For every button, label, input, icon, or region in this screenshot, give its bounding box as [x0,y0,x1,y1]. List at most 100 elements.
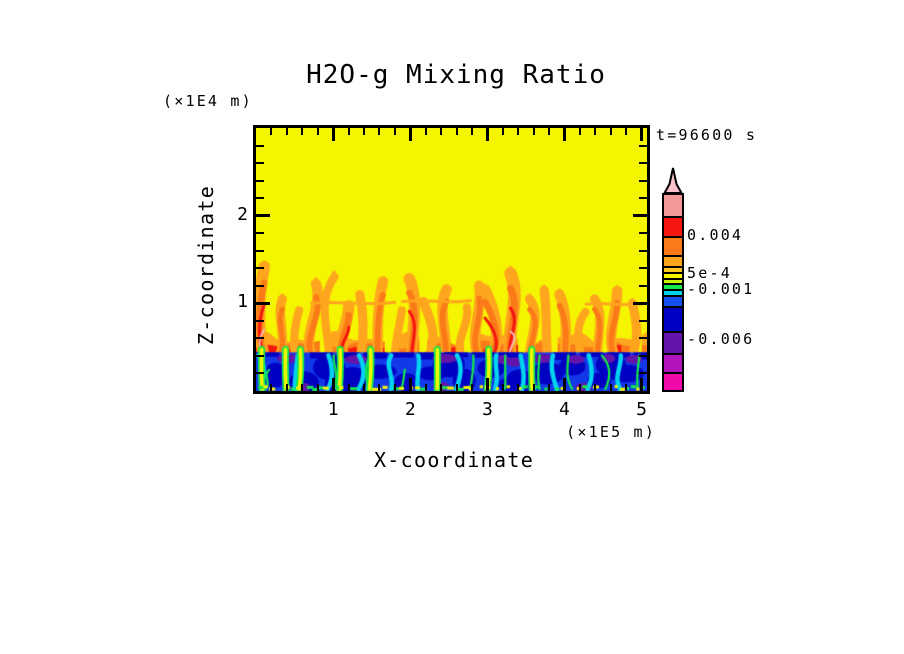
x-tick-top [609,128,612,135]
z-tick-right [639,284,647,287]
x-tick-bottom [393,384,396,391]
x-tick-label: 1 [327,399,339,420]
z-tick-right [639,179,647,182]
z-tick-left [256,162,264,165]
z-tick-label: 1 [237,291,248,313]
x-tick-top [532,128,535,135]
x-tick-top [562,128,566,141]
plot-area: 1 2 3 4 5 1 2 [237,125,650,420]
x-tick-bottom [331,378,335,391]
z-tick-left [256,144,264,147]
x-tick-top [285,128,288,135]
x-tick-bottom [625,384,628,391]
colorbar-segment-amber [664,257,682,268]
x-tick-bottom [316,384,319,391]
z-tick-right [639,162,647,165]
chart-title: H2O-g Mixing Ratio [306,60,606,90]
z-tick-left [256,284,264,287]
x-tick-bottom [424,384,427,391]
z-tick-left [256,249,264,252]
colorbar-tick-label: -0.001 [687,280,755,298]
x-tick-bottom [378,384,381,391]
x-tick-top [301,128,304,135]
x-axis-title: X-coordinate [373,448,535,472]
z-tick-left [256,337,264,340]
colorbar-tick-label: 0.004 [687,226,744,244]
z-tick-left [256,354,264,357]
colorbar-segment-navy [664,308,682,333]
x-tick-top [517,128,520,135]
colorbar: 0.004 5e-4 -0.001 -0.006 [662,167,792,407]
x-tick-bottom [301,384,304,391]
x-tick-bottom [562,378,566,391]
z-axis-title: Z-coordinate [194,184,218,346]
z-tick-left [256,267,264,270]
x-tick-bottom [485,378,489,391]
x-tick-bottom [548,384,551,391]
z-tick-right [633,214,647,218]
x-tick-top [470,128,473,135]
z-tick-left [256,214,270,218]
z-tick-label: 2 [237,203,248,225]
x-tick-top [378,128,381,135]
x-tick-top [270,128,273,135]
x-tick-top [393,128,396,135]
z-tick-right [639,372,647,375]
z-tick-left [256,372,264,375]
colorbar-segment-green [664,285,682,291]
colorbar-arrow-icon [662,167,684,194]
z-tick-right [639,267,647,270]
x-tick-bottom [440,384,443,391]
x-tick-bottom [455,384,458,391]
time-label: t=96600 s [656,126,758,144]
x-tick-top [625,128,628,135]
colorbar-segment-magenta [664,374,682,390]
colorbar-tick-label: 5e-4 [687,264,732,282]
z-tick-left [256,319,264,322]
x-tick-label: 4 [559,399,570,420]
colorbar-scale [662,193,684,392]
colorbar-segment-violet [664,333,682,355]
x-tick-bottom [578,384,581,391]
colorbar-segment-orange [664,238,682,257]
x-tick-bottom [640,378,644,391]
x-tick-bottom [285,384,288,391]
z-tick-right [633,301,647,305]
x-tick-top [485,128,489,141]
colorbar-segment-cyan [664,291,682,297]
colorbar-segment-purple [664,355,682,374]
colorbar-segment-chartreuse [664,280,682,285]
heatmap-canvas [256,128,647,391]
z-tick-right [639,319,647,322]
x-tick-top [548,128,551,135]
x-tick-top [331,128,335,141]
x-tick-top [362,128,365,135]
x-tick-bottom [594,384,597,391]
z-tick-right [639,249,647,252]
colorbar-segment-yellow [664,274,682,280]
z-tick-left [256,232,264,235]
z-tick-right [639,144,647,147]
z-tick-right [639,354,647,357]
colorbar-segment-red [664,218,682,238]
x-tick-bottom [408,378,412,391]
x-tick-top [347,128,350,135]
z-tick-right [639,232,647,235]
x-tick-top [455,128,458,135]
colorbar-segment-salmon [664,195,682,218]
x-tick-top [594,128,597,135]
z-tick-left [256,179,264,182]
z-tick-right [639,197,647,200]
x-axis-unit-label: (×1E5 m) [566,423,656,441]
axis-ticks-layer: 1 2 3 4 5 1 2 [237,128,647,420]
z-tick-left [256,197,264,200]
x-tick-bottom [609,384,612,391]
x-tick-label: 5 [636,399,648,420]
z-axis-unit-label: (×1E4 m) [163,92,253,110]
x-tick-bottom [470,384,473,391]
x-tick-bottom [362,384,365,391]
x-tick-bottom [347,384,350,391]
x-tick-label: 2 [404,399,416,420]
x-tick-top [501,128,504,135]
